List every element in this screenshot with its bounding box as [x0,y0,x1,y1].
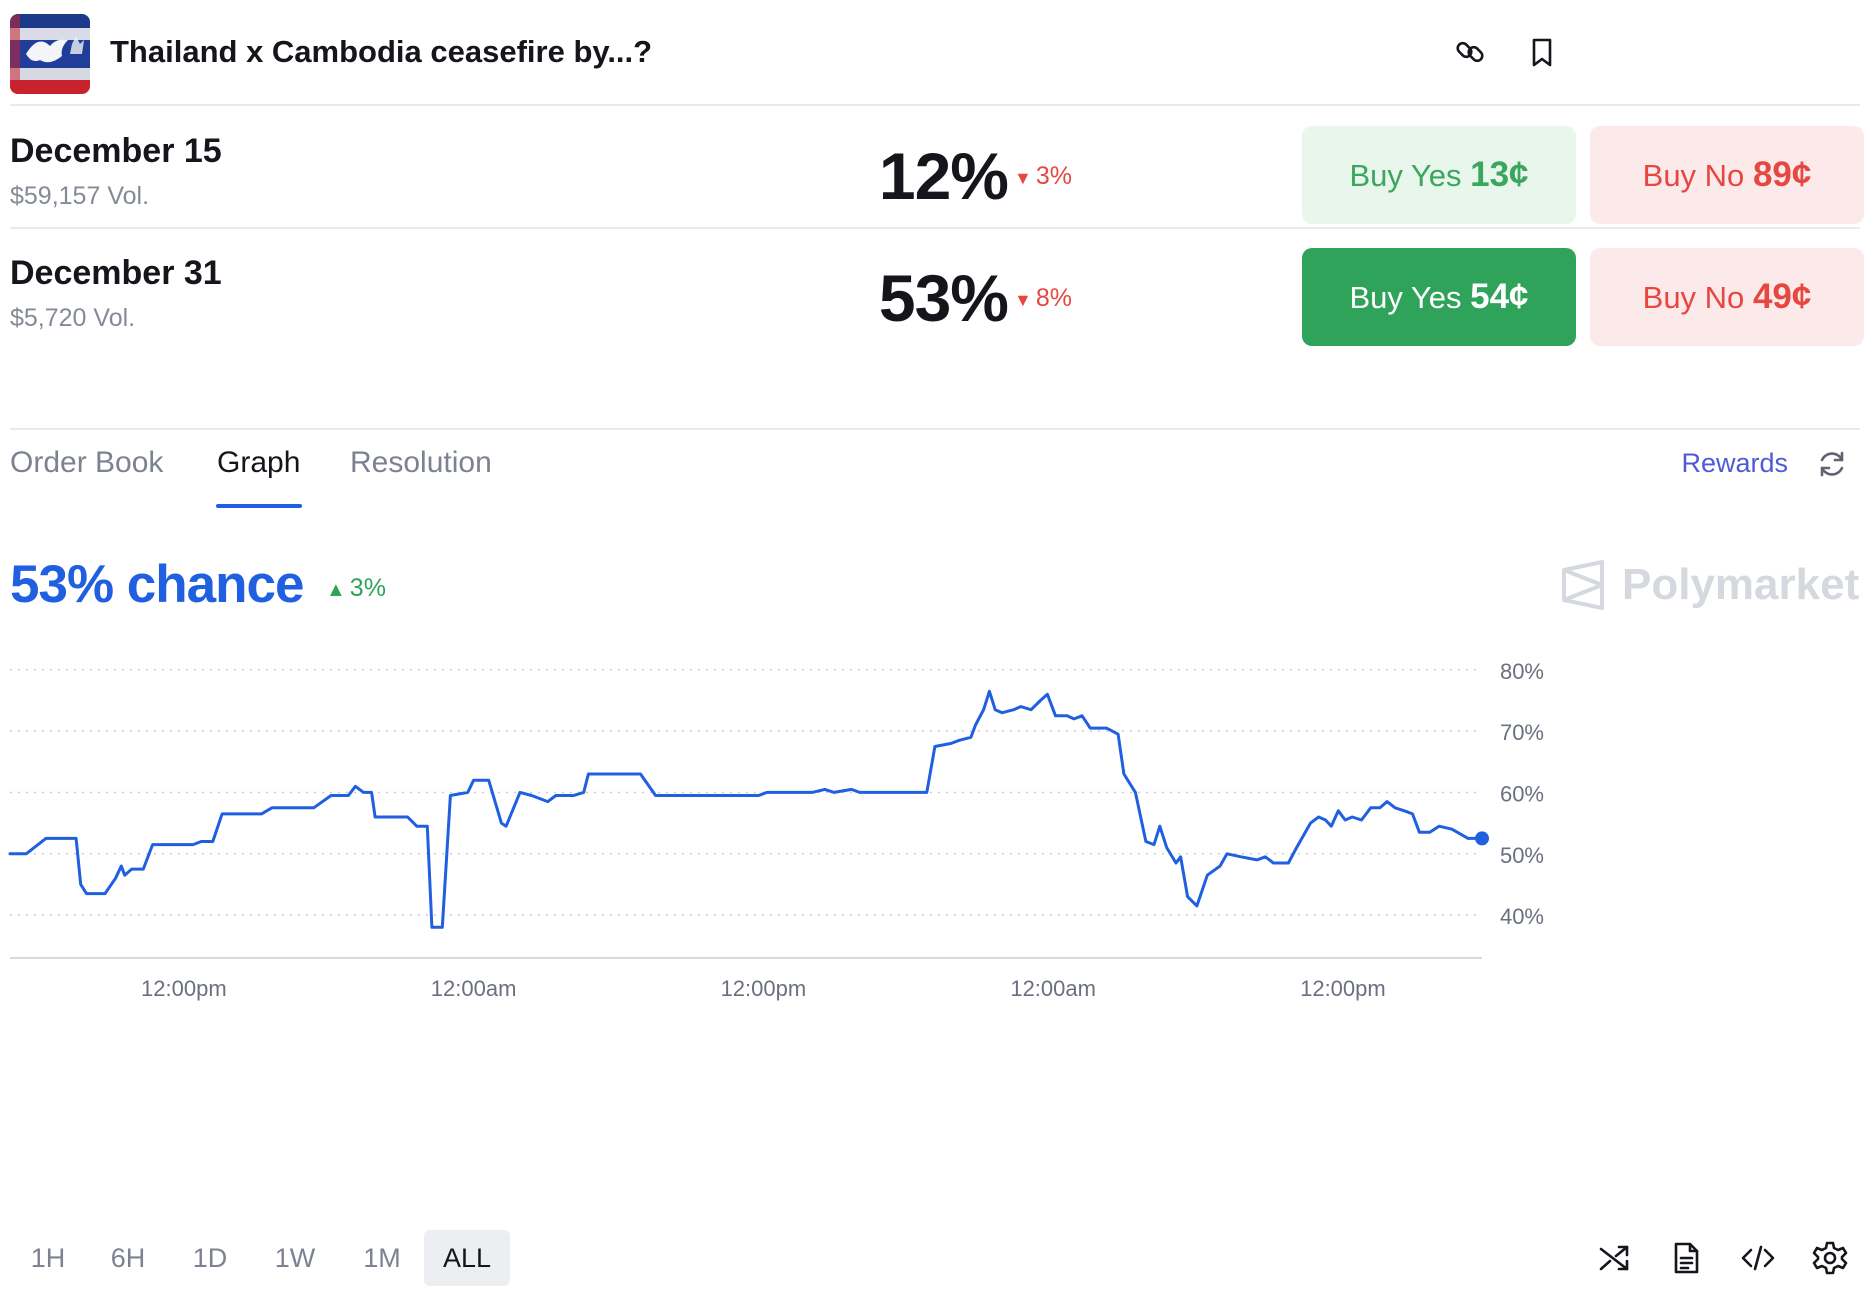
buy-no-button[interactable]: Buy No 49¢ [1590,248,1864,346]
chance-change: ▲ 3% [326,574,386,603]
x-tick-label: 12:00pm [721,976,807,1001]
market-title: Thailand x Cambodia ceasefire by...? [110,34,653,69]
polymarket-logo-icon [1562,560,1604,610]
buy-yes-button[interactable]: Buy Yes 54¢ [1302,248,1576,346]
buy-no-label: Buy No [1642,158,1745,193]
buy-yes-label: Buy Yes [1349,280,1462,315]
y-tick-label: 40% [1500,904,1544,929]
y-tick-label: 70% [1500,720,1544,745]
rewards-link[interactable]: Rewards [1681,448,1788,478]
outcome-percent: 12% [878,139,1009,213]
tab-bar: Order Book Graph Resolution Rewards [10,440,1860,512]
header-divider [10,104,1860,106]
range-all[interactable]: ALL [424,1230,510,1286]
outcome-change-value: 3% [1035,162,1072,190]
watermark-text: Polymarket [1622,560,1860,609]
y-tick-label: 50% [1500,843,1544,868]
outcome-percent: 53% [878,261,1009,335]
y-tick-label: 80% [1500,660,1544,684]
buy-no-button[interactable]: Buy No 89¢ [1590,126,1864,224]
outcome-row: December 31 $5,720 Vol. 53% ▼ 8% Buy Yes … [10,248,1864,346]
buy-no-label: Buy No [1642,280,1745,315]
series-endpoint [1475,831,1489,846]
range-6h[interactable]: 6H [110,1243,146,1273]
range-1d[interactable]: 1D [192,1243,228,1273]
outcome-change: ▼ 3% [1014,162,1072,191]
series-line [8,689,1484,929]
outcome-volume: $59,157 Vol. [10,182,150,210]
x-tick-label: 12:00am [1010,976,1096,1001]
refresh-icon[interactable] [1814,446,1850,482]
x-tick-label: 12:00pm [1300,976,1386,1001]
outcome-volume: $5,720 Vol. [10,304,136,332]
buy-yes-label: Buy Yes [1349,158,1462,193]
range-1m[interactable]: 1M [363,1243,401,1273]
buy-no-price: 49¢ [1752,277,1812,316]
tab-divider [10,428,1860,430]
x-tick-label: 12:00pm [141,976,227,1001]
buy-yes-button[interactable]: Buy Yes 13¢ [1302,126,1576,224]
tab-graph[interactable]: Graph [217,446,301,479]
bookmark-icon[interactable] [1522,32,1562,72]
outcome-row: December 15 $59,157 Vol. 12% ▼ 3% Buy Yes… [10,126,1864,224]
chance-change-value: 3% [349,574,386,602]
code-icon[interactable] [1738,1238,1778,1278]
outcome-change: ▼ 8% [1014,284,1072,313]
buy-no-price: 89¢ [1752,155,1812,194]
active-tab-indicator [216,504,302,508]
outcome-name: December 31 [10,254,222,292]
document-icon[interactable] [1666,1238,1706,1278]
up-triangle-icon: ▲ [326,579,346,601]
x-tick-label: 12:00am [431,976,517,1001]
shuffle-icon[interactable] [1594,1238,1634,1278]
market-header: Thailand x Cambodia ceasefire by...? [10,14,1860,94]
tab-order-book[interactable]: Order Book [10,446,164,479]
buy-yes-price: 13¢ [1470,155,1529,194]
range-1w[interactable]: 1W [274,1243,316,1273]
chance-headline: 53% chance [10,555,304,614]
probability-chart: 80% 70% 60% 50% 40% 12:00pm 12:00am 12:00pm 12:0… [8,660,1544,1001]
outcome-change-value: 8% [1035,284,1072,312]
tab-resolution[interactable]: Resolution [350,446,492,479]
y-tick-label: 60% [1500,781,1544,806]
range-1h[interactable]: 1H [30,1243,66,1273]
outcome-name: December 15 [10,132,222,170]
down-triangle-icon: ▼ [1014,168,1032,188]
down-triangle-icon: ▼ [1014,290,1032,310]
buy-yes-price: 54¢ [1470,277,1529,316]
link-icon[interactable] [1450,32,1490,72]
settings-icon[interactable] [1810,1238,1850,1278]
outcome-divider [10,227,1860,229]
market-thumbnail [10,14,90,94]
